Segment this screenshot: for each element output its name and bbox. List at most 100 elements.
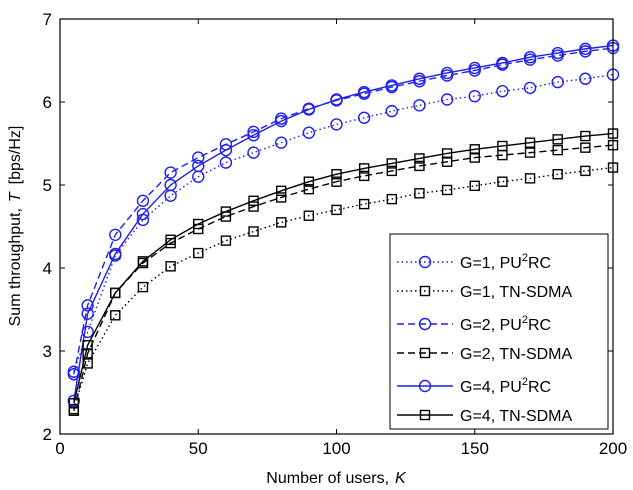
data-point <box>579 42 592 56</box>
legend-label: G=2, TN-SDMA <box>460 346 573 363</box>
data-point <box>164 166 177 179</box>
data-point <box>331 169 342 180</box>
data-point <box>496 85 509 98</box>
data-point <box>276 185 287 197</box>
legend-marker <box>419 409 431 421</box>
data-point <box>580 165 591 177</box>
data-point <box>302 103 316 116</box>
data-point <box>220 206 232 217</box>
legend-item: G=1, PU2RC <box>397 252 551 272</box>
series-line <box>73 132 614 404</box>
data-point <box>220 235 232 246</box>
data-point <box>358 198 370 210</box>
data-point <box>552 144 563 156</box>
data-point <box>523 50 537 64</box>
x-tick-label: 50 <box>189 439 208 458</box>
series-line <box>73 47 614 375</box>
data-point <box>247 128 260 142</box>
data-point <box>469 144 480 155</box>
data-point <box>81 325 94 339</box>
data-point <box>165 261 176 272</box>
legend-item: G=1, TN-SDMA <box>397 284 573 301</box>
data-point <box>276 217 287 228</box>
data-point <box>468 89 481 103</box>
y-tick-label: 4 <box>43 259 52 278</box>
legend-label-main: G=2, PU <box>460 317 522 334</box>
data-point <box>497 176 508 187</box>
data-point <box>276 192 287 203</box>
legend-label-sup: 2 <box>522 376 528 388</box>
data-point <box>469 180 480 192</box>
data-point <box>357 111 371 124</box>
data-point <box>331 176 342 187</box>
legend-item: G=4, TN-SDMA <box>397 408 573 425</box>
legend-marker <box>418 379 432 393</box>
data-point <box>580 130 591 142</box>
data-point <box>523 81 537 95</box>
data-point <box>303 176 315 187</box>
legend-label-main: G=2, TN-SDMA <box>460 346 573 363</box>
legend-label-tail: RC <box>528 317 551 334</box>
data-point <box>497 140 508 152</box>
data-point <box>164 178 177 192</box>
data-point <box>441 156 453 167</box>
series-line <box>73 73 614 372</box>
legend-label-tail: RC <box>528 379 551 396</box>
legend-marker <box>419 285 431 297</box>
data-point <box>414 153 425 164</box>
data-point <box>192 159 205 173</box>
x-axis-label: Number of users, K <box>266 470 407 487</box>
data-point <box>385 79 398 92</box>
series-3 <box>68 139 619 416</box>
data-point <box>552 134 563 145</box>
legend-label-tail: RC <box>528 255 551 272</box>
data-point <box>109 228 122 242</box>
y-tick-label: 7 <box>43 10 52 29</box>
legend-marker <box>418 255 432 269</box>
data-point <box>441 148 453 159</box>
data-point <box>248 201 259 212</box>
data-point <box>81 299 94 312</box>
y-tick-label: 2 <box>43 425 52 444</box>
data-point <box>413 99 426 112</box>
series-line <box>73 44 614 401</box>
data-point <box>192 151 205 164</box>
data-point <box>331 204 342 216</box>
data-point <box>440 93 454 106</box>
data-point <box>524 173 536 184</box>
data-point <box>551 46 564 60</box>
data-point <box>386 158 397 169</box>
data-point <box>137 256 149 267</box>
data-point <box>496 56 509 70</box>
data-point <box>551 75 564 89</box>
data-point <box>413 72 426 85</box>
data-point <box>109 247 122 261</box>
data-point <box>385 104 398 118</box>
legend-label-sup: 2 <box>522 252 528 264</box>
legend-label-main: G=1, PU <box>460 255 522 272</box>
data-point <box>358 170 370 182</box>
data-point <box>68 398 80 409</box>
tick-layer: 0 50 100 150 200 2 3 4 5 6 7 <box>43 10 628 458</box>
data-point <box>81 307 94 320</box>
x-tick-label: 100 <box>322 439 350 458</box>
legend-marker <box>418 317 432 331</box>
data-point <box>414 188 425 199</box>
data-point <box>440 66 454 80</box>
legend-item: G=2, TN-SDMA <box>397 346 573 363</box>
data-point <box>330 118 343 131</box>
x-tick-label: 0 <box>55 439 64 458</box>
data-point <box>67 394 81 407</box>
data-point <box>302 126 316 139</box>
y-tick-label: 5 <box>43 176 52 195</box>
legend-item: G=2, PU2RC <box>397 314 551 334</box>
legend-label-main: G=4, PU <box>460 379 522 396</box>
data-point <box>357 85 371 99</box>
data-point <box>137 281 149 293</box>
legend-marker <box>419 347 431 359</box>
data-point <box>136 207 150 221</box>
series-line <box>73 144 614 411</box>
data-point <box>358 163 370 174</box>
legend-label: G=4, TN-SDMA <box>460 408 573 425</box>
